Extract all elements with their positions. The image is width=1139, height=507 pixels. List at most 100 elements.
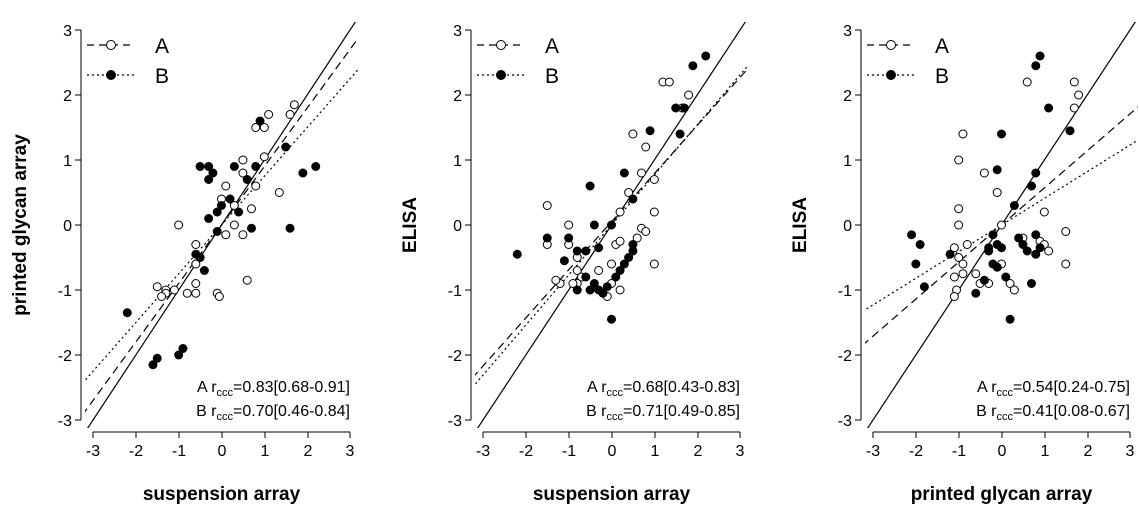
data-point-b	[311, 162, 321, 171]
data-point-b	[589, 279, 599, 288]
annotation-value: =0.71[0.49-0.85]	[623, 403, 740, 420]
rccc-annotation-a: A rccc=0.68[0.43-0.83]	[587, 379, 740, 399]
data-point-a	[1069, 103, 1079, 113]
legend-marker-a	[106, 40, 116, 50]
annotation-value: =0.68[0.43-0.83]	[623, 379, 740, 396]
data-point-a	[641, 142, 651, 152]
data-point-b	[572, 285, 582, 295]
data-point-a	[649, 259, 659, 269]
y-axis-title: ELISA	[400, 197, 421, 253]
legend-marker-b	[886, 70, 896, 80]
chart-panel-3: -3 -2 -1 0 1 2 3 -3 -2 -1 0 1 2 3 printed glycan array…	[790, 22, 1138, 505]
data-point-b	[997, 129, 1006, 139]
y-tick-label: -3	[58, 413, 72, 430]
data-point-b	[122, 308, 132, 318]
y-tick-label: 1	[453, 153, 462, 170]
data-point-b	[148, 360, 158, 370]
data-point-b	[1035, 243, 1045, 253]
data-point-b	[992, 240, 1002, 249]
data-point-b	[195, 253, 205, 262]
data-point-b	[984, 246, 994, 256]
data-point-a	[649, 207, 659, 217]
x-tick-label: 0	[608, 443, 617, 460]
data-point-b	[581, 272, 591, 282]
data-point-a	[954, 220, 964, 230]
data-point-b	[907, 230, 917, 240]
y-tick-label: 3	[63, 23, 72, 40]
data-point-b	[1001, 272, 1011, 282]
data-point-b	[204, 214, 214, 223]
data-point-a	[191, 240, 201, 249]
fit-line-b	[475, 64, 748, 386]
y-tick-label: -3	[838, 413, 852, 430]
x-tick-label: 1	[261, 443, 270, 460]
data-point-b	[585, 285, 595, 295]
y-tick-label: 1	[843, 153, 852, 170]
data-point-a	[624, 188, 634, 197]
data-point-b	[285, 223, 295, 233]
data-point-b	[675, 129, 685, 139]
legend-marker-a	[496, 40, 506, 50]
data-point-a	[1061, 227, 1071, 236]
annotation-subscript: ccc	[607, 387, 624, 399]
data-point-b	[598, 288, 608, 298]
data-point-a	[1005, 279, 1015, 288]
data-point-a	[615, 236, 625, 246]
data-point-b	[1031, 249, 1041, 259]
data-point-a	[607, 259, 616, 269]
data-point-b	[174, 350, 184, 360]
data-point-a	[169, 285, 179, 295]
data-point-a	[259, 123, 269, 132]
data-point-b	[212, 207, 222, 217]
data-point-b	[242, 175, 252, 184]
data-point-a	[962, 240, 972, 249]
data-point-a	[157, 292, 167, 301]
data-point-a	[174, 220, 184, 230]
rccc-annotation-b: B rccc=0.70[0.46-0.84]	[196, 403, 350, 423]
data-point-a	[246, 204, 256, 214]
legend-label-a: A	[155, 35, 169, 58]
data-point-b	[1031, 61, 1041, 71]
data-point-b	[679, 103, 689, 113]
data-point-b	[628, 194, 638, 204]
data-point-b	[542, 233, 552, 243]
data-point-b	[628, 246, 638, 256]
data-point-b	[1031, 168, 1041, 178]
annotation-prefix: A r	[977, 379, 997, 396]
fit-lines	[85, 22, 358, 428]
x-tick-label: 0	[218, 443, 227, 460]
annotation-prefix: B r	[586, 403, 607, 420]
data-point-a	[238, 155, 248, 165]
data-point-a	[191, 288, 201, 298]
data-point-a	[564, 220, 574, 230]
x-tick-label: 2	[304, 443, 313, 460]
data-point-b	[217, 201, 226, 210]
data-point-a	[594, 266, 604, 275]
data-point-b	[251, 162, 261, 171]
data-point-b	[1022, 246, 1032, 256]
legend-label-a: A	[545, 35, 559, 58]
data-point-b	[1026, 279, 1036, 288]
data-point-a	[285, 110, 295, 119]
data-point-a	[229, 220, 239, 230]
x-tick-label: -2	[129, 443, 143, 460]
data-point-b	[195, 162, 205, 171]
x-tick-label: 1	[651, 443, 660, 460]
data-point-b	[298, 168, 308, 178]
legend-label-a: A	[935, 35, 949, 58]
data-point-b	[572, 246, 582, 256]
data-point-a	[551, 275, 561, 285]
legend-label-b: B	[155, 65, 169, 88]
data-point-a	[572, 266, 582, 275]
y-tick-label: 3	[453, 23, 462, 40]
annotation-value: =0.41[0.08-0.67]	[1013, 403, 1130, 420]
x-tick-label: 3	[736, 443, 745, 460]
annotation-value: =0.70[0.46-0.84]	[233, 403, 350, 420]
chart-panel-1: -3 -2 -1 0 1 2 3 -3 -2 -1 0 1 2 3 suspension array prin…	[10, 22, 358, 505]
x-tick-label: 3	[1126, 443, 1135, 460]
data-point-b	[152, 353, 162, 363]
annotation-subscript: ccc	[217, 411, 234, 423]
x-tick-label: 1	[1041, 443, 1050, 460]
data-point-a	[251, 181, 261, 191]
